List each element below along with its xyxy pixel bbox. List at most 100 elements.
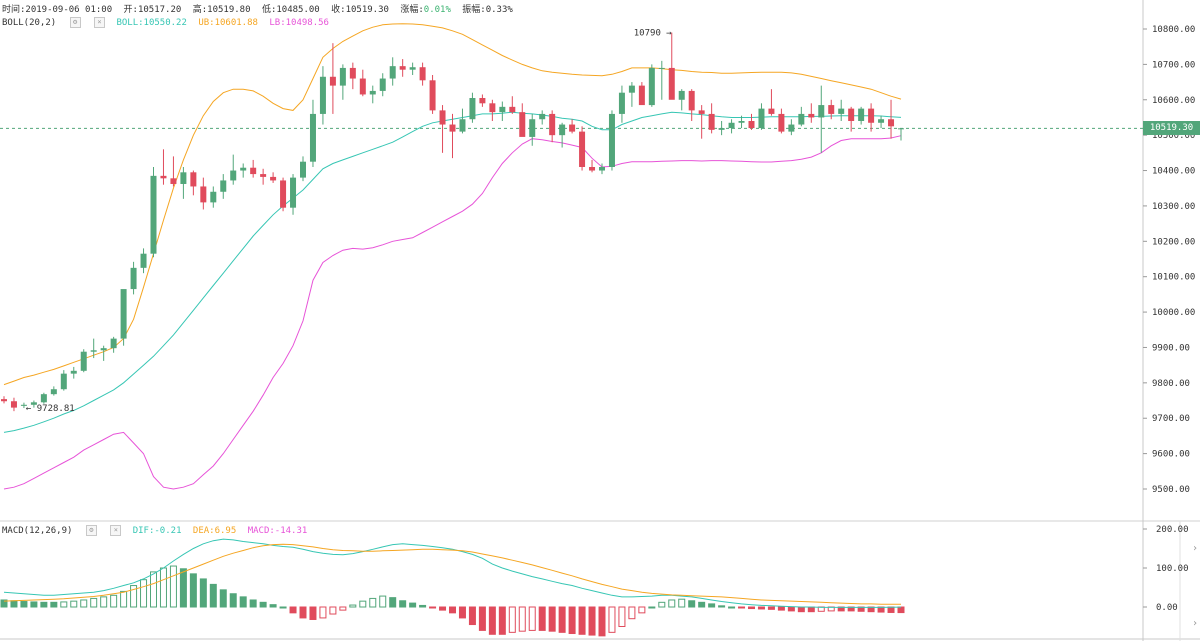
- y-tick-label: 9600.00: [1152, 450, 1190, 460]
- macd-histogram-bar: [10, 600, 18, 608]
- candle-body: [708, 113, 715, 130]
- macd-histogram-bar: [20, 601, 28, 608]
- macd-histogram-bar: [797, 606, 805, 613]
- macd-histogram-bar: [468, 606, 476, 626]
- candle-body: [409, 67, 416, 70]
- macd-histogram-bar: [289, 606, 297, 614]
- candle-body: [280, 180, 287, 208]
- candle-body: [30, 402, 37, 405]
- high-annotation: 10790 →: [634, 29, 673, 39]
- macd-dif-line: [3, 538, 902, 608]
- y-tick-label: 10400.00: [1152, 167, 1195, 177]
- macd-histogram-bar: [309, 606, 317, 620]
- boll-lines: [3, 23, 902, 490]
- boll-ub-line: [3, 23, 902, 386]
- candle-body: [1, 399, 7, 402]
- y-tick-label: 10300.00: [1152, 202, 1195, 212]
- macd-histogram-bar: [748, 606, 755, 610]
- candle-body: [130, 267, 137, 290]
- candle-body: [658, 67, 665, 69]
- candle-body: [559, 124, 566, 136]
- macd-histogram-bar: [429, 606, 437, 609]
- macd-histogram-bar: [578, 606, 586, 635]
- candle-body: [828, 105, 835, 114]
- macd-histogram-bar: [30, 601, 38, 608]
- candle-body: [589, 167, 596, 171]
- macd-y-tick-label: 0.00: [1156, 603, 1178, 613]
- scroll-down-icon[interactable]: ›: [1191, 618, 1198, 629]
- candle-body: [180, 172, 187, 184]
- macd-dea-value: DEA:6.95: [192, 526, 237, 536]
- candle-body: [798, 113, 805, 125]
- candle-body: [668, 67, 675, 100]
- macd-histogram-bar: [588, 606, 596, 636]
- macd-histogram-bar: [249, 599, 257, 608]
- scroll-up-icon[interactable]: ›: [1191, 543, 1198, 554]
- candle-body: [80, 351, 87, 371]
- candle-body: [678, 90, 685, 100]
- candle-body: [290, 177, 297, 208]
- close-icon[interactable]: ×: [94, 17, 106, 28]
- candlesticks: [1, 32, 904, 412]
- macd-histogram-bar: [439, 606, 447, 611]
- candle-body: [848, 108, 855, 121]
- candle-body: [40, 394, 47, 403]
- candle-body: [628, 85, 635, 93]
- macd-histogram-bar: [339, 606, 347, 611]
- macd-histogram-bar: [329, 606, 337, 615]
- macd-histogram-bar: [399, 600, 407, 608]
- macd-histogram-bar: [698, 601, 706, 608]
- candle-body: [100, 348, 107, 351]
- macd-histogram-bar: [60, 601, 68, 608]
- macd-histogram-bar: [189, 573, 197, 608]
- macd-histogram-bar: [598, 606, 606, 637]
- macd-histogram-bar: [259, 601, 267, 608]
- low-value: 低:10485.00: [261, 5, 320, 15]
- change-percent: 0.01%: [423, 5, 451, 15]
- candle-body: [349, 67, 356, 79]
- candle-body: [728, 122, 735, 129]
- candle-body: [419, 67, 426, 81]
- candle-body: [339, 67, 346, 86]
- macd-histogram-bar: [90, 597, 98, 608]
- macd-histogram-bar: [409, 602, 417, 608]
- macd-histogram-bar: [688, 600, 696, 608]
- candle-body: [479, 98, 486, 104]
- candle-body: [210, 191, 217, 203]
- change-value: 涨幅:0.01%: [400, 5, 451, 15]
- macd-histogram-bar: [767, 606, 775, 610]
- candle-body: [429, 80, 436, 111]
- macd-histogram-bar: [299, 606, 307, 619]
- macd-panel: 200.00 100.00 0.00: [0, 525, 1189, 637]
- macd-histogram-bar: [538, 606, 546, 631]
- macd-histogram-bar: [359, 600, 367, 608]
- candle-body: [110, 338, 117, 349]
- macd-settings-icon[interactable]: ⚙: [85, 525, 97, 536]
- candle-body: [329, 76, 336, 86]
- settings-icon[interactable]: ⚙: [69, 17, 81, 28]
- macd-histogram-bar: [140, 579, 148, 608]
- macd-close-icon[interactable]: ×: [110, 525, 122, 536]
- candle-body: [898, 128, 904, 130]
- candle-body: [60, 373, 67, 390]
- macd-histogram-bar: [807, 606, 815, 613]
- candle-body: [150, 175, 157, 254]
- candle-body: [778, 113, 785, 132]
- candle-body: [499, 106, 506, 113]
- macd-histogram-bar: [628, 606, 636, 620]
- candle-body: [230, 170, 237, 181]
- y-tick-label: 10500.00: [1152, 131, 1195, 141]
- macd-histogram-bar: [369, 597, 377, 608]
- macd-histogram-bar: [159, 567, 167, 608]
- y-tick-label: 9500.00: [1152, 485, 1190, 495]
- candle-body: [389, 66, 396, 79]
- candle-body: [160, 175, 167, 179]
- macd-histogram-bar: [488, 606, 496, 635]
- candle-body: [439, 110, 446, 125]
- candle-body: [50, 389, 57, 395]
- macd-histogram-bar: [0, 599, 8, 608]
- macd-histogram-bar: [449, 606, 456, 614]
- candle-body: [459, 119, 466, 132]
- macd-histogram-bar: [568, 606, 576, 635]
- candle-body: [539, 113, 546, 120]
